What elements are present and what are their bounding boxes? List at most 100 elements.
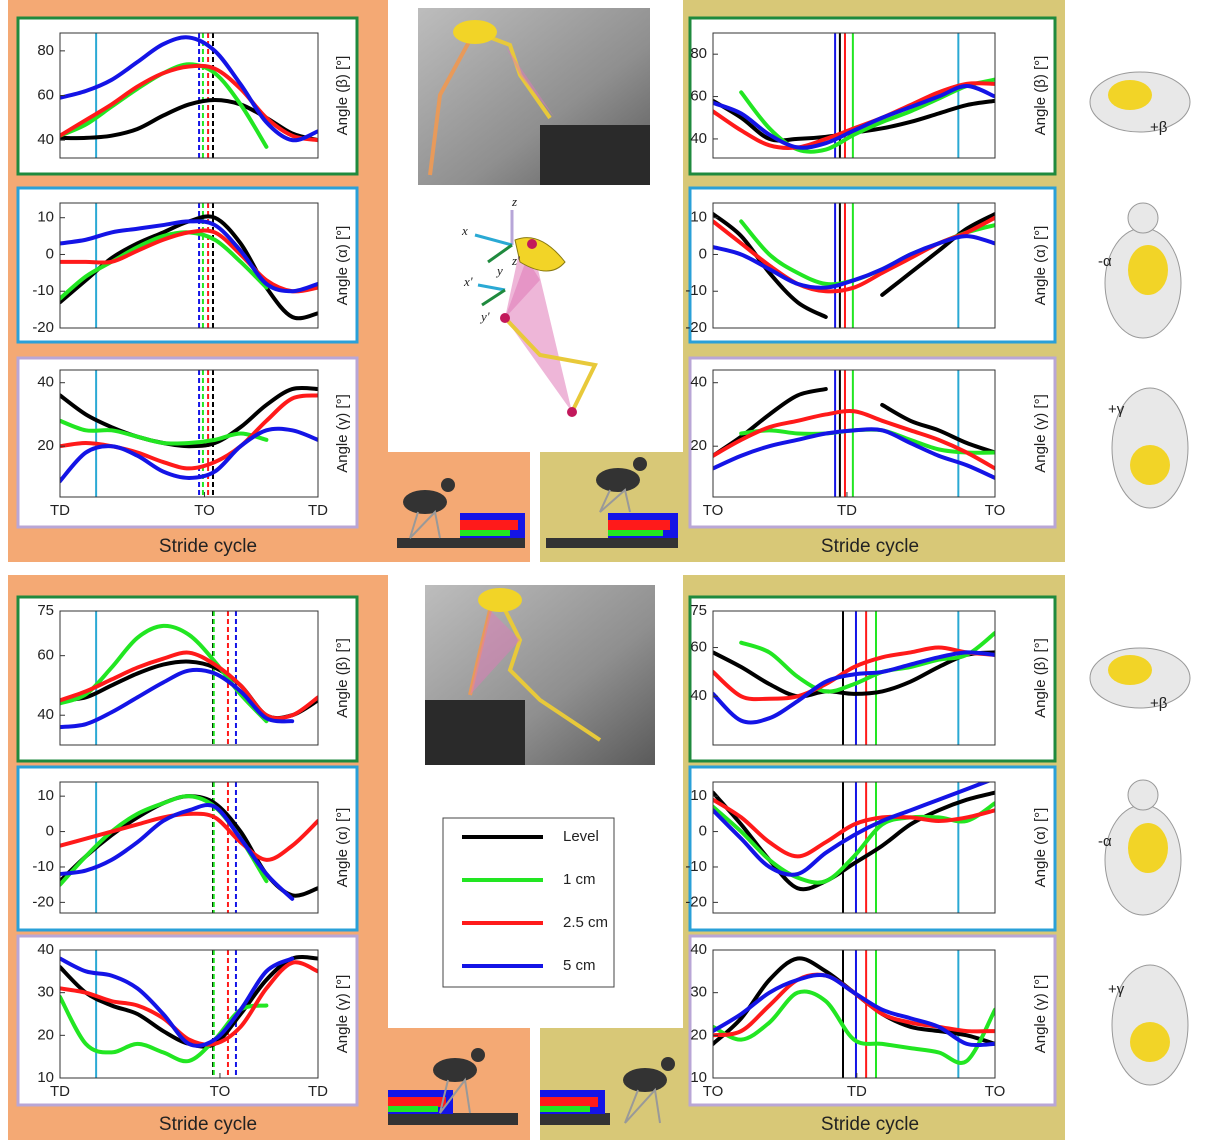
axis-label: x <box>461 223 468 238</box>
y-tick-label: -20 <box>685 319 707 336</box>
y-tick-label: 40 <box>37 941 54 958</box>
y-tick-label: 10 <box>37 787 54 804</box>
x-tick-label: TD <box>847 1083 867 1100</box>
icon-label: +γ <box>1108 401 1125 418</box>
chart: 40 60 80 Angle (β) [°] <box>690 18 1055 174</box>
y-axis-label: Angle (α) [°] <box>334 808 351 888</box>
y-tick-label: -10 <box>32 858 54 875</box>
chart-frame <box>690 936 1055 1105</box>
y-tick-label: 30 <box>690 984 707 1001</box>
y-tick-label: 40 <box>690 687 707 704</box>
legend: Level 1 cm 2.5 cm 5 cm <box>443 818 614 987</box>
icon-label: +γ <box>1108 981 1125 998</box>
y-tick-label: 0 <box>699 245 707 262</box>
y-tick-label: 10 <box>690 209 707 226</box>
y-tick-label: -10 <box>685 858 707 875</box>
axis-label: x' <box>463 274 473 289</box>
y-tick-label: 75 <box>37 602 54 619</box>
y-tick-label: -20 <box>32 319 54 336</box>
axis-label: y <box>495 263 503 278</box>
y-tick-label: 0 <box>46 823 54 840</box>
skeleton-diagram <box>475 210 595 417</box>
x-axis-label: Stride cycle <box>821 1114 919 1135</box>
x-axis-label: Stride cycle <box>159 1114 257 1135</box>
y-tick-label: -20 <box>32 893 54 910</box>
chart-frame <box>690 767 1055 930</box>
y-axis-label: Angle (β) [°] <box>1032 56 1049 136</box>
icons: +β -α +γ +β -α +γ <box>1090 72 1190 1085</box>
y-axis-label: Angle (γ) [°] <box>334 394 351 473</box>
icon-label: -α <box>1098 253 1112 270</box>
y-tick-label: 40 <box>37 131 54 148</box>
icon-label: -α <box>1098 833 1112 850</box>
y-tick-label: 20 <box>690 437 707 454</box>
axis-label: z' <box>511 253 520 268</box>
y-axis-label: Angle (β) [°] <box>334 638 351 718</box>
x-tick-label: TD <box>837 502 857 519</box>
y-tick-label: 40 <box>37 706 54 723</box>
axis-label: y' <box>479 309 490 324</box>
x-tick-label: TD <box>50 1083 70 1100</box>
x-tick-label: TO <box>703 502 724 519</box>
y-tick-label: 40 <box>690 374 707 391</box>
y-axis-label: Angle (γ) [°] <box>334 975 351 1054</box>
y-tick-label: 80 <box>37 42 54 59</box>
chart: 40 60 75 Angle (β) [°] <box>690 597 1055 761</box>
chart: -20 -10 0 10 Angle (α) [°] <box>18 767 357 930</box>
axis-label: z <box>511 194 517 209</box>
y-tick-label: 60 <box>690 639 707 656</box>
legend-label: 1 cm <box>563 871 596 888</box>
y-tick-label: 20 <box>690 1026 707 1043</box>
chart: -20 -10 0 10 Angle (α) [°] <box>18 188 357 342</box>
x-axis-label: Stride cycle <box>159 536 257 557</box>
chart-frame <box>18 597 357 761</box>
figure: z x y z' x' y' Level 1 cm 2.5 cm 5 cm +β -α… <box>0 0 1211 1140</box>
x-tick-label: TO <box>985 1083 1006 1100</box>
y-tick-label: 20 <box>37 1026 54 1043</box>
y-tick-label: 0 <box>46 245 54 262</box>
y-tick-label: 40 <box>690 130 707 147</box>
y-tick-label: 80 <box>690 45 707 62</box>
x-tick-label: TD <box>308 502 328 519</box>
y-tick-label: 75 <box>690 602 707 619</box>
y-axis-label: Angle (β) [°] <box>1032 638 1049 718</box>
y-axis-label: Angle (α) [°] <box>334 226 351 306</box>
chart-frame <box>690 188 1055 342</box>
y-axis-label: Angle (γ) [°] <box>1032 394 1049 473</box>
y-tick-label: 60 <box>37 647 54 664</box>
y-tick-label: -20 <box>685 893 707 910</box>
y-tick-label: 20 <box>37 437 54 454</box>
legend-label: Level <box>563 828 599 845</box>
y-tick-label: 10 <box>690 787 707 804</box>
chart-frame <box>690 597 1055 761</box>
x-axis-label: Stride cycle <box>821 536 919 557</box>
chart: -20 -10 0 10 Angle (α) [°] <box>685 767 1055 930</box>
y-axis-label: Angle (α) [°] <box>1032 808 1049 888</box>
y-axis-label: Angle (β) [°] <box>334 56 351 136</box>
x-tick-label: TO <box>703 1083 724 1100</box>
y-tick-label: 40 <box>37 374 54 391</box>
y-tick-label: 30 <box>37 984 54 1001</box>
chart-frame <box>18 767 357 930</box>
xray-images <box>418 8 655 765</box>
y-tick-label: 10 <box>37 209 54 226</box>
icon-label: +β <box>1150 119 1168 136</box>
x-tick-label: TO <box>210 1083 231 1100</box>
y-tick-label: -10 <box>685 282 707 299</box>
y-tick-label: -10 <box>32 282 54 299</box>
legend-label: 5 cm <box>563 957 596 974</box>
y-tick-label: 60 <box>690 88 707 105</box>
chart: 10203040TOTDTOAngle (γ) [°]Stride cycle <box>690 936 1055 1135</box>
y-tick-label: 40 <box>690 941 707 958</box>
legend-label: 2.5 cm <box>563 914 608 931</box>
y-axis-label: Angle (γ) [°] <box>1032 975 1049 1054</box>
y-tick-label: 0 <box>699 823 707 840</box>
icon-label: +β <box>1150 695 1168 712</box>
x-tick-label: TO <box>194 502 215 519</box>
chart: 40 60 75 Angle (β) [°] <box>18 597 357 761</box>
